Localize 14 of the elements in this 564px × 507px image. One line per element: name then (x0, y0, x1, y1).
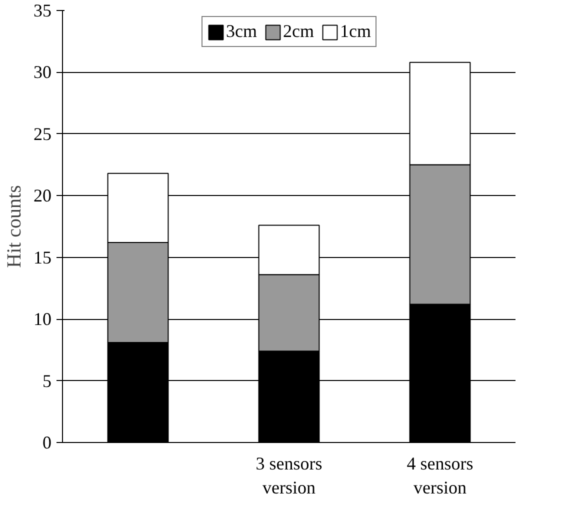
y-tick-label: 35 (34, 0, 52, 20)
y-tick-label: 15 (34, 247, 52, 268)
y-tick-label: 5 (42, 370, 52, 391)
legend-label: 1cm (340, 21, 371, 42)
x-tick-label: 3 sensors version (256, 454, 322, 498)
y-tick-label: 10 (34, 309, 52, 330)
legend-label: 2cm (283, 21, 314, 42)
y-tick-label: 30 (34, 62, 52, 82)
y-tick-label: 0 (42, 432, 52, 452)
y-tick-label: 25 (34, 124, 52, 144)
y-tick-label: 20 (34, 186, 52, 206)
x-tick-label: 4 sensors version (406, 454, 474, 498)
legend-label: 3cm (226, 21, 257, 42)
y-axis-title: Hit counts (4, 184, 26, 268)
